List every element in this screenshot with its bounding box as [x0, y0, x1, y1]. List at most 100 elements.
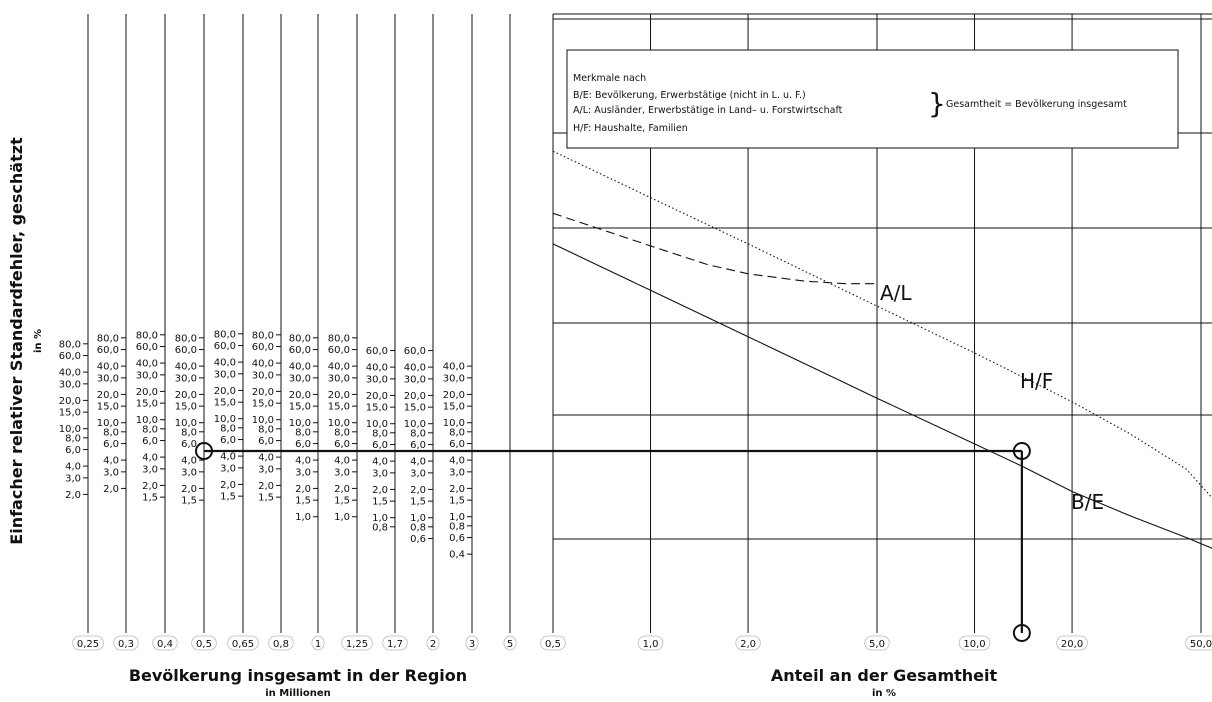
- tick-label: 3,0: [334, 467, 350, 478]
- tick-label: 60,0: [328, 345, 350, 356]
- tick-label: 3,0: [295, 467, 311, 478]
- tick-label: 4,0: [295, 456, 311, 467]
- tick-label: 2,0: [295, 484, 311, 495]
- tick-label: 0,8: [410, 522, 426, 533]
- tick-label: 1,0: [449, 512, 465, 523]
- tick-label: 4,0: [449, 456, 465, 467]
- tick-label: 60,0: [252, 342, 274, 353]
- tick-label: 6,0: [220, 435, 236, 446]
- tick-label: 40,0: [214, 358, 236, 369]
- population-tick-1-25: 1,25: [346, 639, 368, 650]
- tick-label: 6,0: [449, 439, 465, 450]
- tick-label: 60,0: [289, 345, 311, 356]
- series-label-hf: H/F: [1020, 369, 1053, 393]
- tick-label: 80,0: [214, 329, 236, 340]
- population-tick-1: 1: [315, 639, 321, 650]
- share-tick-pill: [1056, 635, 1088, 651]
- tick-label: 3,0: [258, 464, 274, 475]
- share-tick-0-5: 0,5: [545, 639, 561, 650]
- tick-label: 1,5: [142, 493, 158, 504]
- tick-label: 30,0: [443, 373, 465, 384]
- legend-brace: }: [928, 87, 946, 120]
- tick-label: 0,6: [449, 533, 465, 544]
- marker-share-axis: [1012, 624, 1031, 642]
- tick-label: 3,0: [410, 468, 426, 479]
- tick-label: 4,0: [334, 456, 350, 467]
- tick-label: 8,0: [295, 427, 311, 438]
- tick-label: 10,0: [404, 419, 426, 430]
- tick-label: 6,0: [65, 445, 81, 456]
- population-tick-pill: [465, 635, 479, 651]
- tick-label: 40,0: [59, 368, 81, 379]
- tick-label: 8,0: [410, 428, 426, 439]
- legend-brace-text: Gesamtheit = Bevölkerung insgesamt: [946, 99, 1127, 110]
- tick-label: 10,0: [214, 414, 236, 425]
- tick-label: 1,0: [295, 512, 311, 523]
- tick-label: 15,0: [214, 398, 236, 409]
- tick-label: 1,0: [410, 513, 426, 524]
- tick-label: 15,0: [404, 403, 426, 414]
- tick-label: 20,0: [404, 391, 426, 402]
- share-curves: [552, 150, 1212, 549]
- series-label-al: A/L: [880, 281, 912, 305]
- share-tick-50-0: 50,0: [1190, 639, 1212, 650]
- legend-line-be: B/E: Bevölkerung, Erwerbstätige (nicht i…: [573, 90, 806, 101]
- population-tick-3: 3: [469, 639, 475, 650]
- tick-label: 15,0: [328, 402, 350, 413]
- tick-label: 20,0: [366, 391, 388, 402]
- tick-label: 1,5: [295, 496, 311, 507]
- share-tick-pill: [637, 635, 664, 651]
- tick-label: 30,0: [136, 370, 158, 381]
- population-tick-pill: [503, 635, 517, 651]
- tick-label: 3,0: [65, 473, 81, 484]
- legend-frame: [566, 49, 1179, 149]
- tick-label: 80,0: [289, 333, 311, 344]
- tick-label: 10,0: [289, 418, 311, 429]
- tick-label: 30,0: [289, 373, 311, 384]
- tick-label: 1,5: [449, 496, 465, 507]
- share-tick-10-0: 10,0: [963, 639, 985, 650]
- tick-label: 10,0: [136, 415, 158, 426]
- tick-label: 4,0: [220, 452, 236, 463]
- tick-label: 3,0: [449, 467, 465, 478]
- tick-label: 80,0: [252, 330, 274, 341]
- tick-label: 1,5: [410, 497, 426, 508]
- population-tick-pill: [191, 635, 217, 651]
- legend-line-hf: H/F: Haushalte, Familien: [573, 123, 688, 134]
- tick-label: 8,0: [220, 423, 236, 434]
- tick-label: 40,0: [366, 363, 388, 374]
- tick-label: 8,0: [258, 424, 274, 435]
- share-tick-2-0: 2,0: [740, 639, 756, 650]
- share-tick-1-0: 1,0: [643, 639, 659, 650]
- tick-label: 4,0: [372, 457, 388, 468]
- tick-label: 20,0: [214, 386, 236, 397]
- tick-label: 2,0: [334, 484, 350, 495]
- tick-label: 0,8: [449, 521, 465, 532]
- population-tick-pill: [72, 635, 104, 651]
- tick-label: 10,0: [366, 419, 388, 430]
- tick-label: 60,0: [175, 345, 197, 356]
- tick-label: 3,0: [142, 464, 158, 475]
- tick-label: 8,0: [142, 424, 158, 435]
- tick-label: 3,0: [220, 463, 236, 474]
- tick-label: 30,0: [404, 374, 426, 385]
- tick-label: 15,0: [289, 402, 311, 413]
- tick-label: 3,0: [103, 467, 119, 478]
- tick-label: 2,0: [65, 490, 81, 501]
- tick-label: 80,0: [175, 333, 197, 344]
- population-tick-0-5: 0,5: [196, 639, 212, 650]
- x-axis-unit-left: in Millionen: [265, 688, 331, 699]
- tick-label: 4,0: [103, 456, 119, 467]
- tick-label: 1,0: [372, 513, 388, 524]
- share-tick-pill: [540, 635, 566, 651]
- tick-label: 2,0: [449, 484, 465, 495]
- tick-label: 40,0: [328, 362, 350, 373]
- tick-label: 4,0: [181, 456, 197, 467]
- tick-label: 2,0: [103, 484, 119, 495]
- population-tick-pill: [152, 635, 178, 651]
- tick-label: 8,0: [103, 427, 119, 438]
- x-axis-title-left: Bevölkerung insgesamt in der Region: [129, 666, 467, 685]
- tick-label: 0,6: [410, 534, 426, 545]
- marker-population-start: [195, 442, 213, 460]
